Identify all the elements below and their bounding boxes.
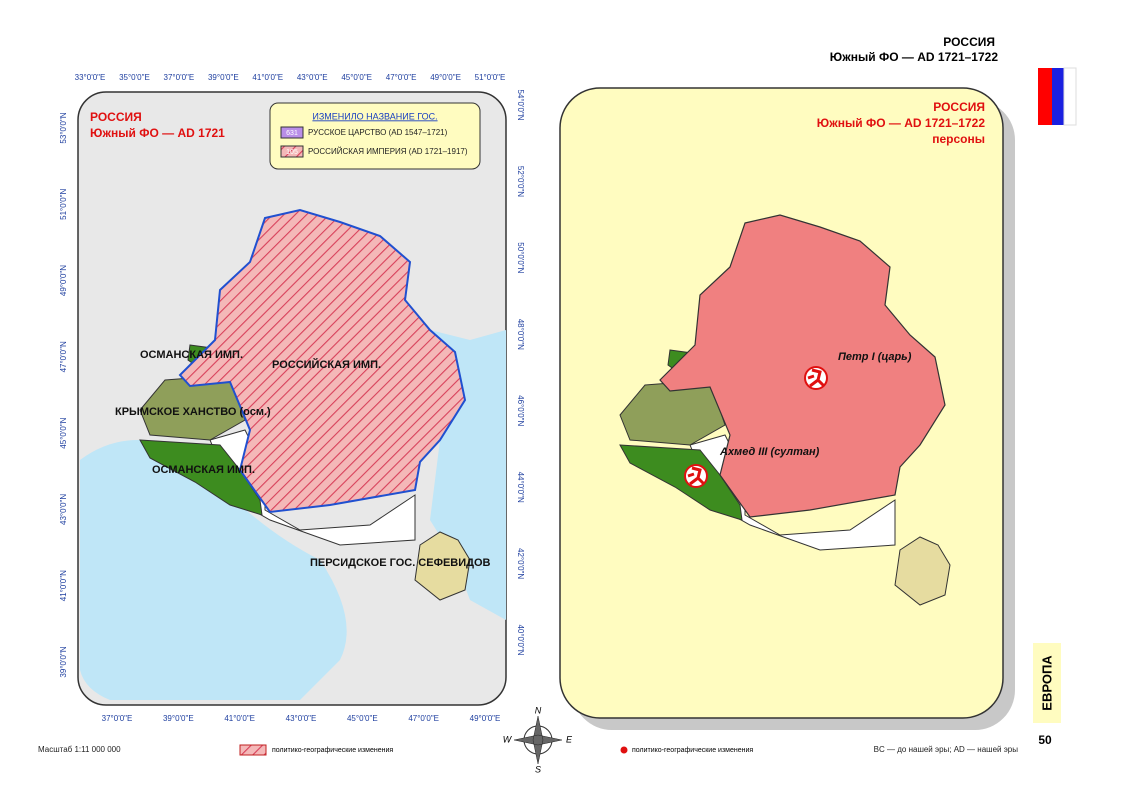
- legend-code: 105: [286, 149, 298, 156]
- lon-tick-label: 43°0'0"E: [297, 73, 328, 82]
- lat-tick-label: 41°0'0"N: [59, 570, 68, 601]
- hatch-legend: политико-географические изменения: [272, 747, 393, 754]
- lat-tick-label: 39°0'0"N: [59, 646, 68, 677]
- lon-tick-label: 47°0'0"E: [386, 73, 417, 82]
- lon-tick-label: 43°0'0"E: [286, 714, 317, 723]
- map-subtitle: Южный ФО — AD 1721–1722: [817, 116, 986, 130]
- right-map: РОССИЯ Южный ФО — AD 1721–1722 персоны П…: [559, 87, 1015, 730]
- lat-tick-label: 48°0'0"N: [516, 319, 525, 350]
- left-map: РОССИЯ Южный ФО — AD 1721 ИЗМЕНИЛО НАЗВА…: [77, 91, 507, 706]
- lat-tick-label: 43°0'0"N: [59, 494, 68, 525]
- legend-title: ИЗМЕНИЛО НАЗВАНИЕ ГОС.: [312, 111, 437, 121]
- lat-tick-label: 46°0'0"N: [516, 395, 525, 426]
- page-number: 50: [1038, 733, 1052, 747]
- region-label: ОСМАНСКАЯ ИМП.: [140, 349, 243, 361]
- lon-tick-label: 41°0'0"E: [224, 714, 255, 723]
- lon-tick-label: 35°0'0"E: [119, 73, 150, 82]
- lon-tick-label: 49°0'0"E: [470, 714, 501, 723]
- page-subtitle: Южный ФО — AD 1721–1722: [830, 50, 999, 64]
- lat-tick-label: 40°0'0"N: [516, 624, 525, 655]
- map-subtitle: Южный ФО — AD 1721: [90, 126, 225, 140]
- lat-tick-label: 52°0'0"N: [516, 166, 525, 197]
- era-note: BC — до нашей эры; AD — нашей эры: [874, 745, 1019, 754]
- lon-tick-label: 49°0'0"E: [430, 73, 461, 82]
- person-label: Петр I (царь): [838, 351, 912, 363]
- person-label: Ахмед III (султан): [719, 446, 820, 458]
- region-tab: ЕВРОПА: [1039, 655, 1054, 711]
- lat-tick-label: 50°0'0"N: [516, 242, 525, 273]
- region-label: КРЫМСКОЕ ХАНСТВО (осм.): [115, 406, 271, 418]
- dot-legend: политико-географические изменения: [632, 747, 753, 754]
- map-note: персоны: [932, 132, 985, 146]
- compass-letter: S: [535, 764, 541, 774]
- region-label: РОССИЙСКАЯ ИМП.: [272, 358, 381, 371]
- lon-tick-label: 51°0'0"E: [475, 73, 506, 82]
- legend-code: 631: [286, 130, 298, 137]
- legend-label: РОССИЙСКАЯ ИМПЕРИЯ (AD 1721–1917): [308, 147, 468, 156]
- lat-tick-label: 44°0'0"N: [516, 472, 525, 503]
- compass: N W E S: [503, 705, 573, 774]
- lon-tick-label: 45°0'0"E: [347, 714, 378, 723]
- lat-tick-label: 54°0'0"N: [516, 89, 525, 120]
- legend-label: РУССКОЕ ЦАРСТВО (AD 1547–1721): [308, 128, 448, 137]
- lat-tick-label: 51°0'0"N: [59, 188, 68, 219]
- compass-letter: N: [535, 705, 542, 715]
- lon-tick-label: 41°0'0"E: [252, 73, 283, 82]
- lon-tick-label: 45°0'0"E: [341, 73, 372, 82]
- scale: Масштаб 1:11 000 000: [38, 745, 121, 754]
- lat-tick-label: 45°0'0"N: [59, 417, 68, 448]
- region-label: ОСМАНСКАЯ ИМП.: [152, 464, 255, 476]
- lat-tick-label: 53°0'0"N: [59, 112, 68, 143]
- lon-tick-label: 37°0'0"E: [102, 714, 133, 723]
- lon-tick-label: 47°0'0"E: [408, 714, 439, 723]
- compass-letter: E: [566, 734, 573, 744]
- lat-tick-label: 42°0'0"N: [516, 548, 525, 579]
- page-title: РОССИЯ: [943, 35, 995, 49]
- lon-tick-label: 39°0'0"E: [163, 714, 194, 723]
- lon-tick-label: 33°0'0"E: [75, 73, 106, 82]
- lat-tick-label: 47°0'0"N: [59, 341, 68, 372]
- lat-tick-label: 49°0'0"N: [59, 265, 68, 296]
- lon-tick-label: 39°0'0"E: [208, 73, 239, 82]
- compass-letter: W: [503, 734, 513, 744]
- lon-tick-label: 37°0'0"E: [164, 73, 195, 82]
- region-label: ПЕРСИДСКОЕ ГОС. СЕФЕВИДОВ: [310, 557, 491, 569]
- map-title: РОССИЯ: [933, 100, 985, 114]
- map-title: РОССИЯ: [90, 110, 142, 124]
